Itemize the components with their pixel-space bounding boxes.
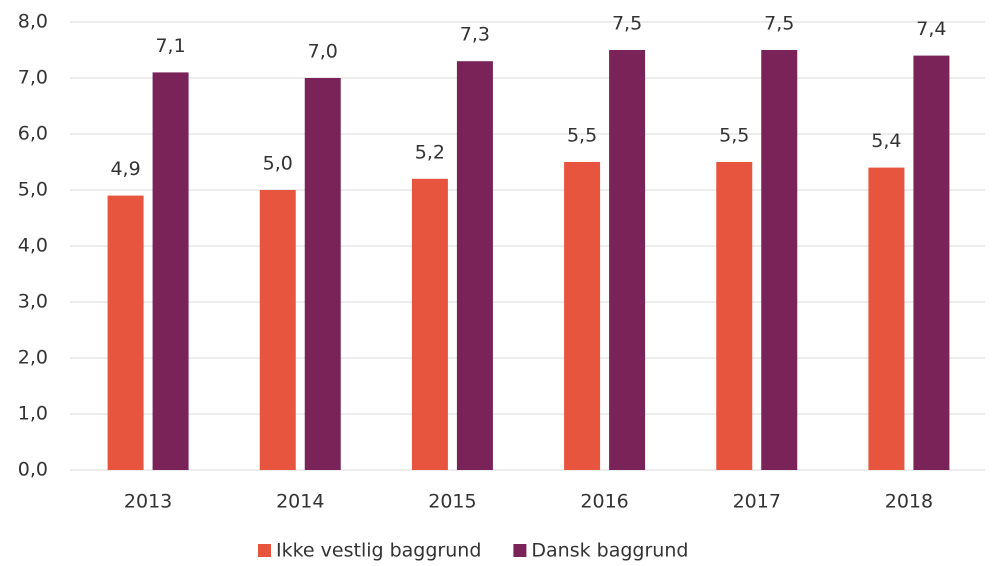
y-tick-label: 2,0 (18, 347, 48, 369)
bar (761, 50, 798, 470)
bar (456, 61, 493, 470)
x-tick-label: 2016 (580, 491, 628, 513)
bar (304, 78, 341, 470)
bar (107, 195, 144, 470)
y-tick-label: 1,0 (18, 403, 48, 425)
value-label: 7,5 (764, 13, 794, 35)
value-label: 7,5 (612, 13, 642, 35)
bar (868, 167, 905, 470)
bar (152, 72, 189, 471)
x-tick-label: 2015 (428, 491, 476, 513)
y-tick-label: 3,0 (18, 291, 48, 313)
value-label: 7,1 (155, 35, 185, 57)
bar (913, 55, 950, 470)
value-label: 5,5 (567, 125, 597, 147)
y-tick-label: 8,0 (18, 11, 48, 33)
y-tick-label: 6,0 (18, 123, 48, 145)
legend-swatch (513, 544, 527, 557)
legend-label: Dansk baggrund (531, 540, 688, 562)
x-tick-label: 2013 (124, 491, 172, 513)
x-tick-label: 2014 (276, 491, 324, 513)
legend-swatch (258, 544, 271, 557)
y-tick-label: 0,0 (18, 459, 48, 481)
bar (716, 162, 753, 470)
value-label: 5,4 (871, 130, 901, 152)
value-label: 5,2 (415, 141, 445, 163)
value-label: 7,0 (308, 41, 338, 63)
value-label: 7,3 (460, 24, 490, 46)
value-label: 7,4 (916, 18, 946, 40)
bar (411, 178, 448, 471)
y-tick-label: 5,0 (18, 179, 48, 201)
y-tick-label: 7,0 (18, 67, 48, 89)
bar (609, 50, 646, 470)
bar (564, 162, 601, 470)
x-tick-label: 2017 (733, 491, 781, 513)
value-label: 5,5 (719, 125, 749, 147)
value-label: 5,0 (263, 153, 293, 175)
y-tick-label: 4,0 (18, 235, 48, 257)
bar (259, 190, 296, 470)
value-label: 4,9 (110, 158, 140, 180)
x-tick-label: 2018 (885, 491, 933, 513)
legend-label: Ikke vestlig baggrund (276, 540, 481, 562)
